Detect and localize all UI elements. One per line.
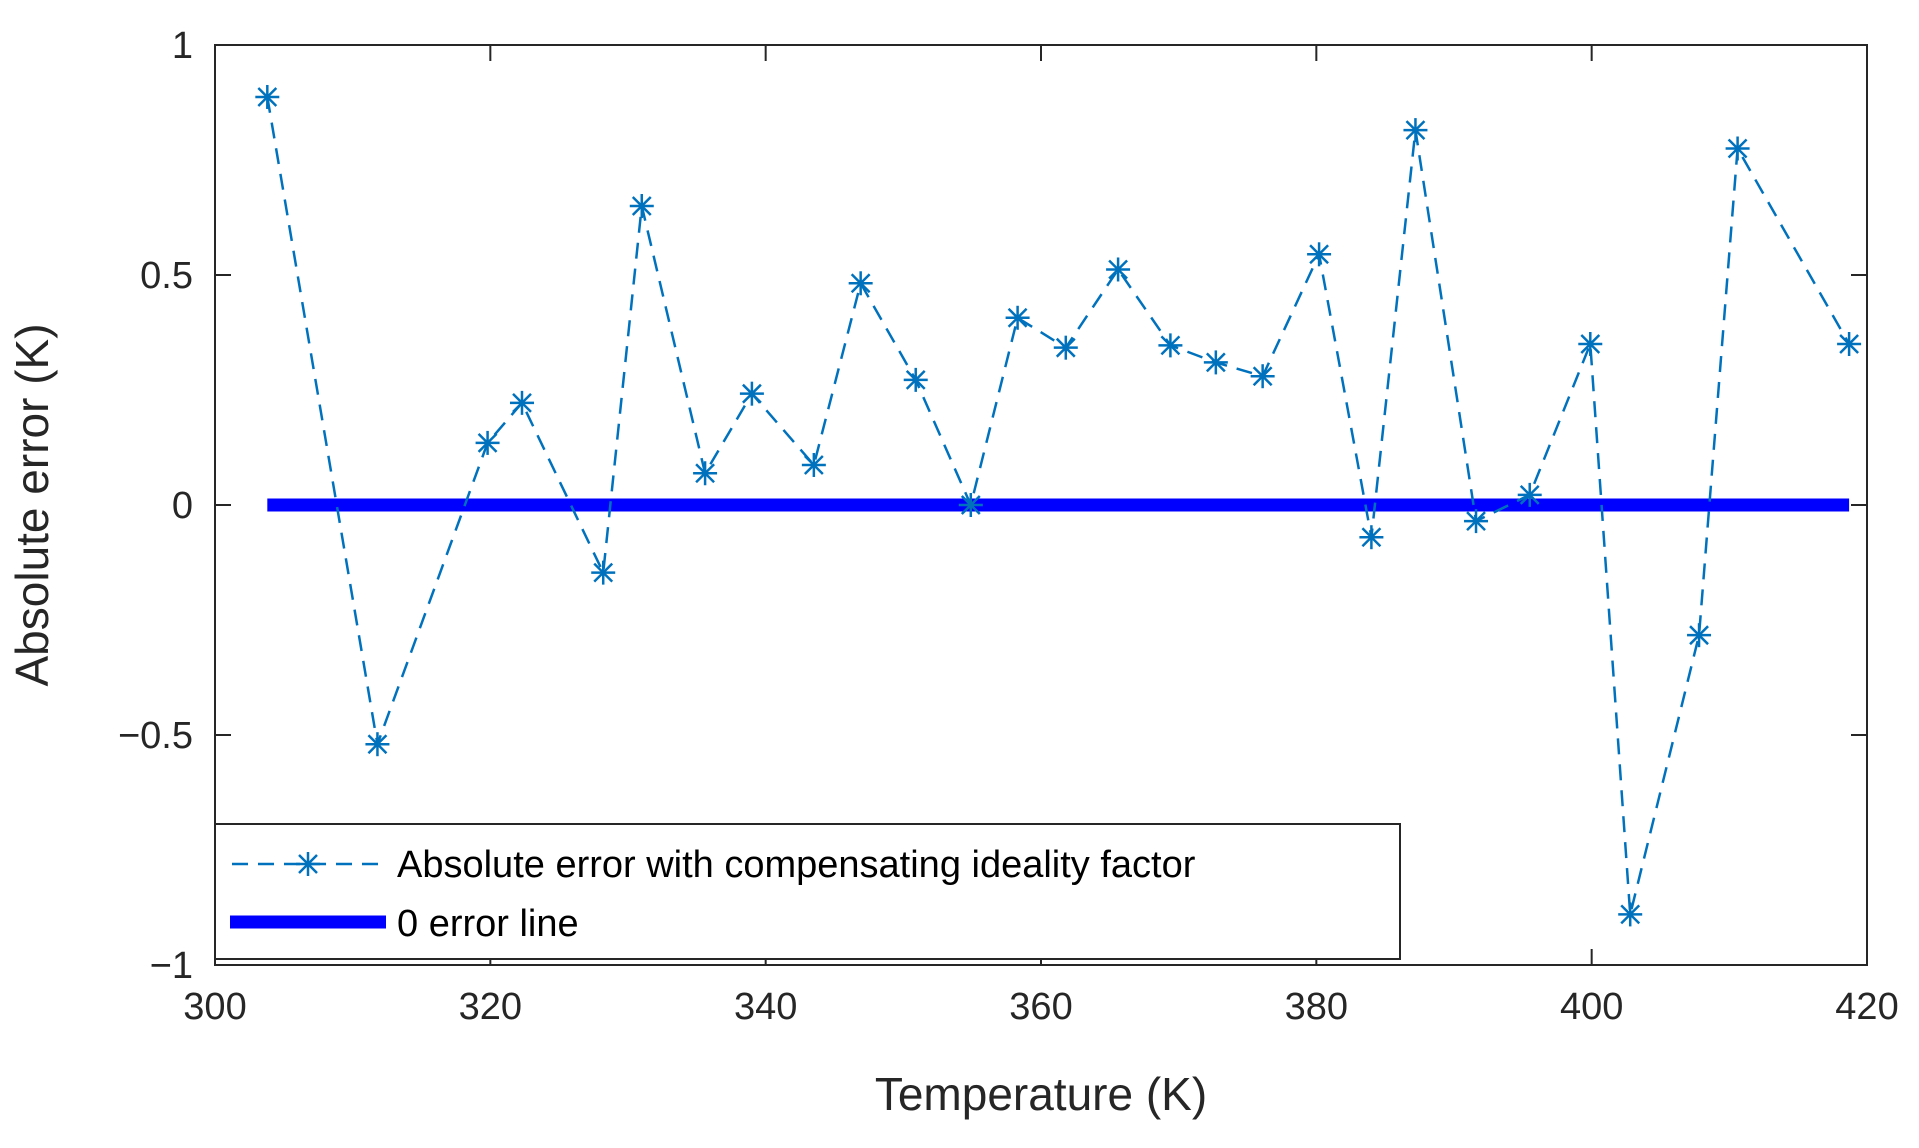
legend-label-series-1: Absolute error with compensating idealit… bbox=[397, 844, 1196, 886]
data-point-marker bbox=[848, 271, 873, 296]
data-point-marker bbox=[1359, 525, 1384, 550]
data-point-marker bbox=[1687, 623, 1712, 648]
data-point-marker bbox=[801, 452, 826, 477]
data-point-marker bbox=[1005, 305, 1030, 330]
data-point-marker bbox=[958, 493, 983, 517]
series-layer bbox=[255, 84, 1862, 927]
x-tick-label: 340 bbox=[734, 986, 797, 1028]
data-point-marker bbox=[475, 430, 500, 455]
data-point-marker bbox=[255, 84, 280, 109]
x-tick-label: 320 bbox=[459, 986, 522, 1028]
data-point-marker bbox=[1464, 509, 1489, 534]
y-tick-label: 0.5 bbox=[140, 255, 193, 297]
data-point-marker bbox=[1250, 364, 1275, 389]
x-tick-label: 400 bbox=[1560, 986, 1623, 1028]
y-tick-label: 1 bbox=[172, 25, 193, 67]
x-tick-label: 420 bbox=[1835, 986, 1898, 1028]
legend-marker-asterisk-icon bbox=[296, 852, 320, 876]
y-tick-label: 0 bbox=[172, 485, 193, 527]
data-point-marker bbox=[1053, 335, 1078, 360]
data-point-marker bbox=[1307, 242, 1332, 267]
data-point-marker bbox=[1158, 333, 1183, 358]
data-point-marker bbox=[1203, 350, 1228, 375]
x-tick-label: 300 bbox=[183, 986, 246, 1028]
data-point-marker bbox=[693, 461, 718, 486]
y-tick-label: −0.5 bbox=[118, 715, 193, 757]
x-tick-label: 380 bbox=[1285, 986, 1348, 1028]
x-tick-label: 360 bbox=[1009, 986, 1072, 1028]
data-point-marker bbox=[509, 390, 534, 415]
data-point-marker bbox=[1517, 482, 1542, 507]
legend: Absolute error with compensating idealit… bbox=[214, 823, 1401, 960]
legend-label-series-2: 0 error line bbox=[397, 903, 579, 945]
y-axis-title: Absolute error (K) bbox=[6, 323, 58, 686]
data-point-marker bbox=[591, 560, 616, 585]
data-point-marker bbox=[903, 367, 928, 392]
x-axis-title: Temperature (K) bbox=[875, 1068, 1207, 1120]
data-point-marker bbox=[1106, 257, 1131, 282]
legend-box bbox=[214, 823, 1401, 960]
y-tick-label: −1 bbox=[150, 945, 193, 987]
data-point-marker bbox=[1578, 332, 1603, 356]
data-point-marker bbox=[1725, 136, 1750, 161]
data-point-marker bbox=[1618, 902, 1643, 927]
data-point-marker bbox=[365, 732, 390, 757]
data-point-marker bbox=[739, 381, 764, 406]
data-point-marker bbox=[629, 194, 654, 218]
data-point-marker bbox=[1837, 332, 1862, 356]
data-point-marker bbox=[1403, 118, 1428, 143]
